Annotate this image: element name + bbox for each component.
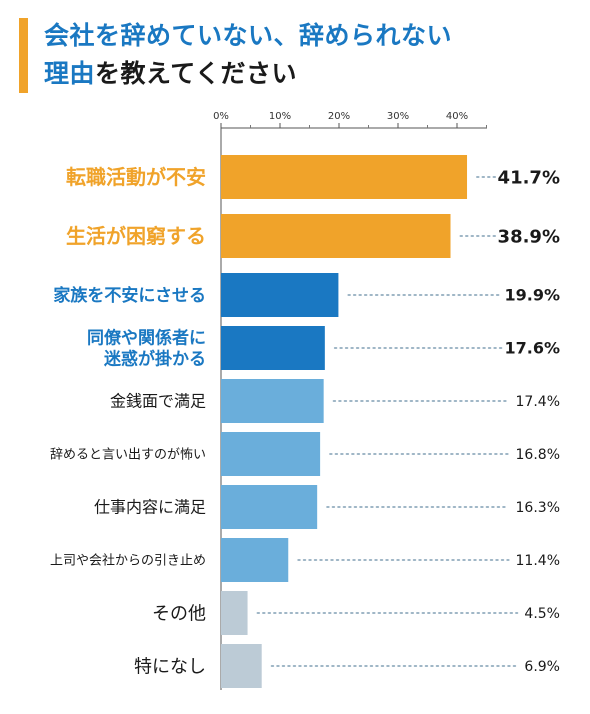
category-label: その他	[152, 603, 206, 624]
category-label: 迷惑が掛かる	[103, 348, 206, 369]
value-label: 41.7%	[498, 167, 560, 188]
category-label: 特になし	[134, 656, 206, 677]
x-tick-label: 40%	[446, 111, 468, 122]
bar	[221, 591, 248, 635]
value-label: 17.6%	[504, 339, 560, 358]
chart-title-line-1: 会社を辞めていない、辞められない	[44, 21, 453, 50]
category-label: 転職活動が不安	[66, 165, 206, 189]
value-label: 38.9%	[498, 226, 560, 247]
category-label: 家族を不安にさせる	[53, 285, 206, 306]
value-label: 16.8%	[516, 447, 560, 463]
chart-title-line-2: 理由を教えてください	[44, 54, 297, 90]
value-label: 17.4%	[516, 394, 560, 410]
category-label: 生活が困窮する	[66, 224, 206, 248]
x-tick-label: 10%	[269, 111, 291, 122]
value-label: 6.9%	[524, 659, 560, 675]
x-tick-label: 20%	[328, 111, 350, 122]
chart-title-highlight: 理由	[44, 59, 96, 88]
bar	[221, 432, 321, 476]
category-label: 仕事内容に満足	[94, 498, 206, 517]
value-label: 16.3%	[516, 500, 560, 516]
title-accent-bar	[19, 18, 28, 93]
chart-title-rest: を教えてください	[95, 59, 298, 88]
category-label: 辞めると言い出すのが怖い	[50, 447, 206, 463]
bar	[221, 644, 262, 688]
bar	[221, 214, 451, 258]
bar	[221, 538, 289, 582]
value-label: 19.9%	[504, 286, 560, 305]
x-tick-label: 30%	[387, 111, 409, 122]
value-label: 11.4%	[516, 553, 560, 569]
x-tick-label: 0%	[213, 111, 229, 122]
bar	[221, 379, 324, 423]
category-label: 同僚や関係者に	[87, 327, 206, 348]
bar	[221, 155, 468, 199]
category-label: 上司や会社からの引き止め	[50, 553, 206, 569]
category-label: 金銭面で満足	[110, 392, 206, 411]
bar	[221, 485, 318, 529]
value-label: 4.5%	[524, 606, 560, 622]
bar	[221, 326, 325, 370]
bar	[221, 273, 339, 317]
